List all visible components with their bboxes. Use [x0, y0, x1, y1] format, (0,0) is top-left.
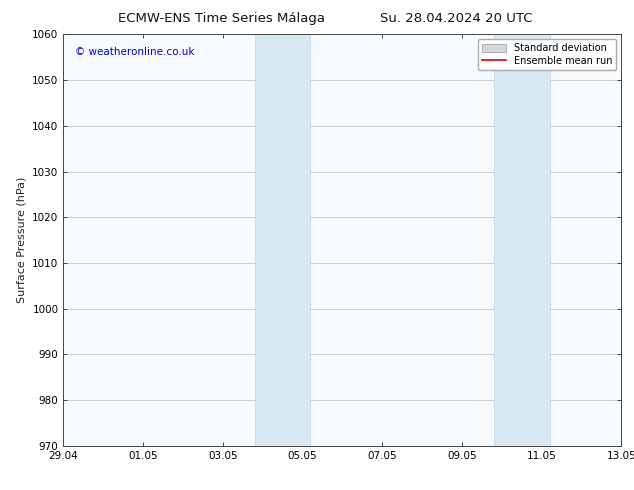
Bar: [255, 34, 311, 446]
Text: © weatheronline.co.uk: © weatheronline.co.uk: [75, 47, 194, 57]
Y-axis label: Surface Pressure (hPa): Surface Pressure (hPa): [16, 177, 27, 303]
Legend: Standard deviation, Ensemble mean run: Standard deviation, Ensemble mean run: [478, 39, 616, 70]
Text: Su. 28.04.2024 20 UTC: Su. 28.04.2024 20 UTC: [380, 12, 533, 25]
Text: ECMW-ENS Time Series Málaga: ECMW-ENS Time Series Málaga: [119, 12, 325, 25]
Bar: [494, 34, 550, 446]
